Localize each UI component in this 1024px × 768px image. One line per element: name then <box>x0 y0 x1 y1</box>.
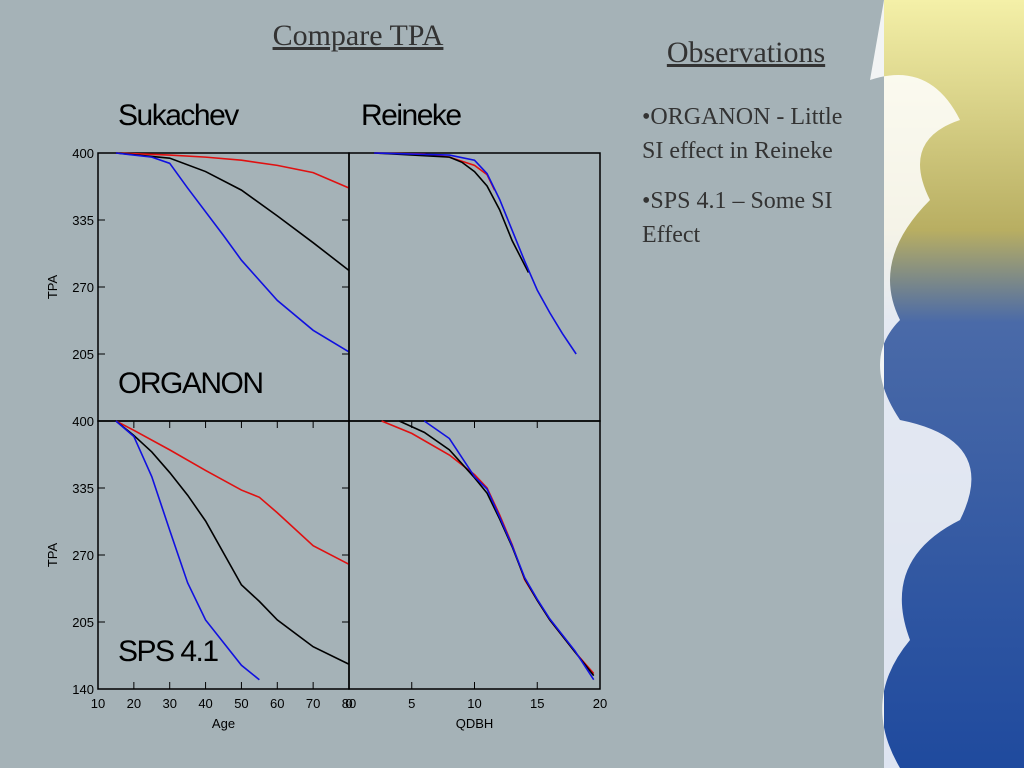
slide-title: Compare TPA <box>273 19 444 52</box>
x-tick-label: 50 <box>234 696 248 711</box>
y-tick-label: 205 <box>72 347 94 362</box>
y-tick-label: 335 <box>72 481 94 496</box>
panel-title: Reineke <box>361 99 461 132</box>
line <box>115 420 260 681</box>
line <box>374 152 577 355</box>
obs-heading: Observations <box>667 36 825 69</box>
plot-frame <box>348 420 601 690</box>
x-tick-label: 70 <box>306 696 320 711</box>
y-tick-label: 205 <box>72 615 94 630</box>
x-tick-label: 40 <box>198 696 212 711</box>
x-tick-label: 60 <box>270 696 284 711</box>
x-tick-label: 15 <box>530 696 544 711</box>
bullet: •ORGANON - Little SI effect in Reineke <box>642 104 843 164</box>
observations: •ORGANON - Little SI effect in Reineke •… <box>642 100 852 268</box>
line <box>115 420 350 565</box>
panel-annotation: SPS 4.1 <box>118 635 218 668</box>
x-tick-label: 10 <box>467 696 481 711</box>
decor-wave <box>870 0 972 768</box>
y-tick-label: 270 <box>72 548 94 563</box>
x-tick-label: 20 <box>593 696 607 711</box>
x-tick-label: 30 <box>162 696 176 711</box>
x-axis-label: Age <box>212 716 235 731</box>
bullet: •SPS 4.1 – Some SI Effect <box>642 188 833 248</box>
y-axis-label: TPA <box>45 275 60 300</box>
x-tick-label: 5 <box>408 696 415 711</box>
line <box>115 152 350 189</box>
panel-title: Sukachev <box>118 99 239 132</box>
line <box>374 152 530 273</box>
y-tick-label: 140 <box>72 682 94 697</box>
line <box>374 152 496 191</box>
panel-annotation: ORGANON <box>118 367 263 400</box>
line <box>115 152 350 353</box>
y-tick-label: 400 <box>72 146 94 161</box>
x-tick-label: 10 <box>91 696 105 711</box>
x-axis-label: QDBH <box>456 716 494 731</box>
x-tick-label: 20 <box>127 696 141 711</box>
y-tick-label: 270 <box>72 280 94 295</box>
y-tick-label: 335 <box>72 213 94 228</box>
line <box>115 152 350 272</box>
x-tick-label: 0 <box>345 696 352 711</box>
plot-frame <box>348 152 601 422</box>
y-tick-label: 400 <box>72 414 94 429</box>
y-axis-label: TPA <box>45 543 60 568</box>
line <box>115 420 350 665</box>
x-tick-label: 80 <box>342 696 356 711</box>
line <box>423 420 595 681</box>
